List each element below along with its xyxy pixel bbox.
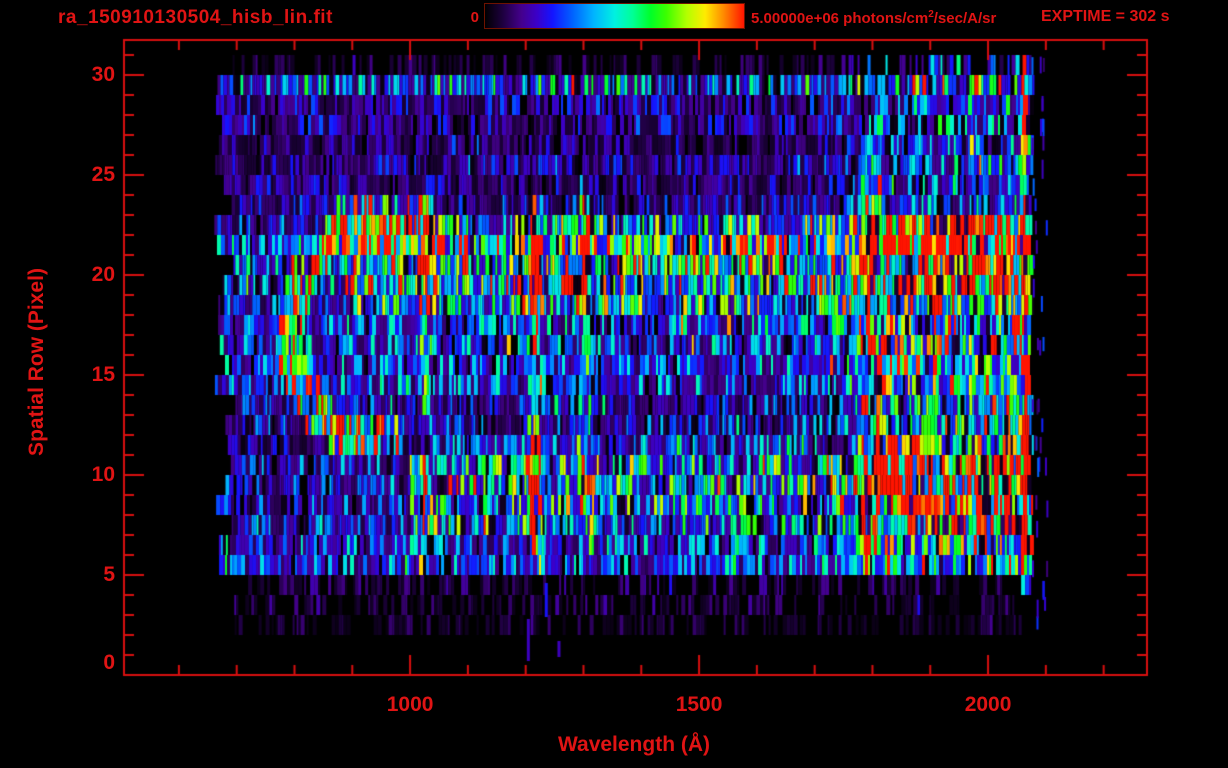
- y-axis-title: Spatial Row (Pixel): [25, 268, 48, 456]
- y-tick-label: 25: [91, 163, 115, 186]
- y-tick-label: 10: [91, 463, 115, 486]
- colorbar: [484, 3, 745, 29]
- colorbar-max-text: 5.00000e+06 photons/cm: [751, 10, 929, 27]
- x-tick-label: 1500: [675, 693, 723, 716]
- x-axis-title: Wavelength (Å): [557, 733, 711, 756]
- y-tick-label: 20: [91, 263, 115, 286]
- y-tick-label: 0: [103, 651, 115, 674]
- y-tick-label: 5: [103, 563, 115, 586]
- colorbar-min-label: 0: [470, 9, 479, 26]
- plot-title: ra_150910130504_hisb_lin.fit: [58, 7, 333, 28]
- colorbar-max-superscript: 2: [928, 9, 934, 20]
- colorbar-max-units: /sec/A/sr: [933, 10, 997, 27]
- colorbar-max-label: 5.00000e+06 photons/cm2/sec/A/sr: [751, 9, 996, 27]
- y-tick-label: 30: [91, 63, 115, 86]
- y-tick-label: 15: [91, 363, 115, 386]
- x-tick-label: 1000: [386, 693, 434, 716]
- exptime-label: EXPTIME = 302 s: [1041, 8, 1170, 25]
- x-tick-label: 2000: [964, 693, 1012, 716]
